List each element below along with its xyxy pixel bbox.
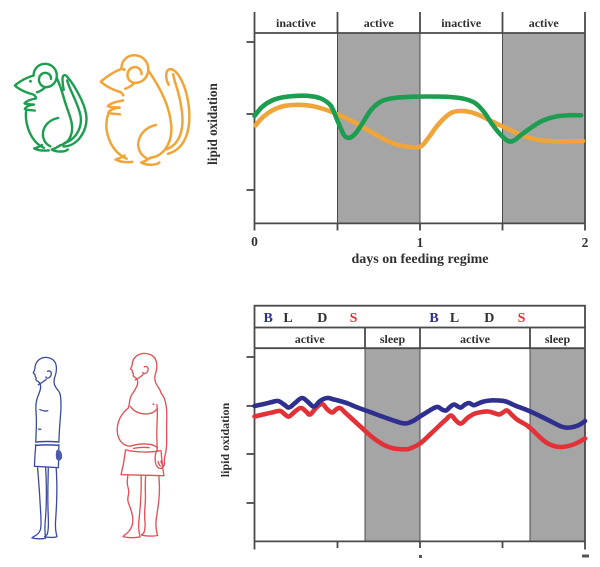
- svg-text:B: B: [264, 311, 273, 326]
- svg-text:active: active: [460, 332, 491, 346]
- svg-text:B: B: [429, 311, 438, 326]
- svg-text:S: S: [518, 311, 526, 326]
- svg-text:L: L: [450, 311, 459, 326]
- svg-text:lipid oxidation: lipid oxidation: [205, 82, 220, 164]
- svg-text:sleep: sleep: [380, 332, 406, 346]
- svg-text:active: active: [295, 332, 326, 346]
- svg-text:D: D: [484, 311, 494, 326]
- svg-text:2: 2: [582, 235, 589, 250]
- svg-text:1: 1: [417, 235, 424, 250]
- svg-text:L: L: [283, 311, 292, 326]
- svg-text:days on feeding regime: days on feeding regime: [351, 252, 488, 267]
- svg-text:inactive: inactive: [276, 16, 317, 30]
- svg-text:lipid oxidation: lipid oxidation: [218, 403, 232, 478]
- svg-text:inactive: inactive: [441, 16, 482, 30]
- svg-text:active: active: [529, 16, 560, 30]
- svg-text:D: D: [317, 311, 327, 326]
- svg-text:S: S: [350, 311, 358, 326]
- svg-text:active: active: [364, 16, 395, 30]
- svg-text:sleep: sleep: [545, 332, 571, 346]
- svg-text:0: 0: [251, 234, 258, 249]
